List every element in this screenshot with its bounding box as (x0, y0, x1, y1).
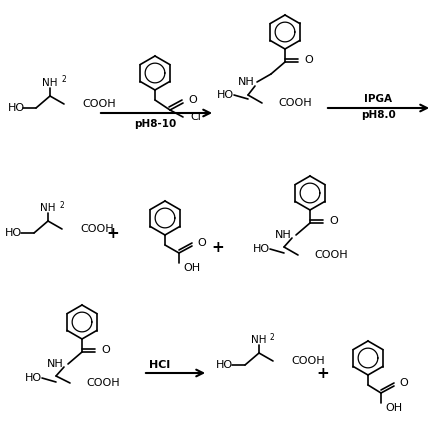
Text: NH: NH (40, 203, 56, 213)
Text: NH: NH (42, 78, 58, 88)
Text: HO: HO (253, 244, 270, 254)
Text: HO: HO (8, 103, 25, 113)
Text: HO: HO (25, 373, 42, 383)
Text: COOH: COOH (291, 356, 324, 366)
Text: +: + (212, 241, 225, 256)
Text: NH: NH (251, 335, 267, 345)
Text: NH: NH (238, 77, 255, 87)
Text: O: O (188, 95, 197, 105)
Text: Cl: Cl (190, 112, 201, 122)
Text: HO: HO (216, 360, 233, 370)
Text: COOH: COOH (82, 99, 116, 109)
Text: O: O (197, 238, 206, 248)
Text: COOH: COOH (86, 378, 120, 388)
Text: HO: HO (217, 90, 234, 100)
Text: IPGA: IPGA (364, 94, 392, 104)
Text: 2: 2 (59, 200, 64, 209)
Text: O: O (329, 216, 338, 226)
Text: COOH: COOH (80, 224, 114, 234)
Text: pH8-10: pH8-10 (134, 119, 176, 129)
Text: HO: HO (5, 228, 22, 238)
Text: O: O (101, 345, 110, 355)
Text: COOH: COOH (314, 250, 347, 260)
Text: NH: NH (47, 359, 64, 369)
Text: OH: OH (385, 403, 402, 413)
Text: OH: OH (183, 263, 200, 273)
Text: 2: 2 (270, 332, 275, 341)
Text: O: O (399, 378, 408, 388)
Text: 2: 2 (61, 76, 66, 85)
Text: COOH: COOH (278, 98, 312, 108)
Text: +: + (316, 366, 329, 381)
Text: NH: NH (275, 230, 292, 240)
Text: HCl: HCl (149, 360, 171, 370)
Text: +: + (107, 226, 119, 241)
Text: O: O (304, 55, 313, 65)
Text: pH8.0: pH8.0 (361, 110, 396, 120)
